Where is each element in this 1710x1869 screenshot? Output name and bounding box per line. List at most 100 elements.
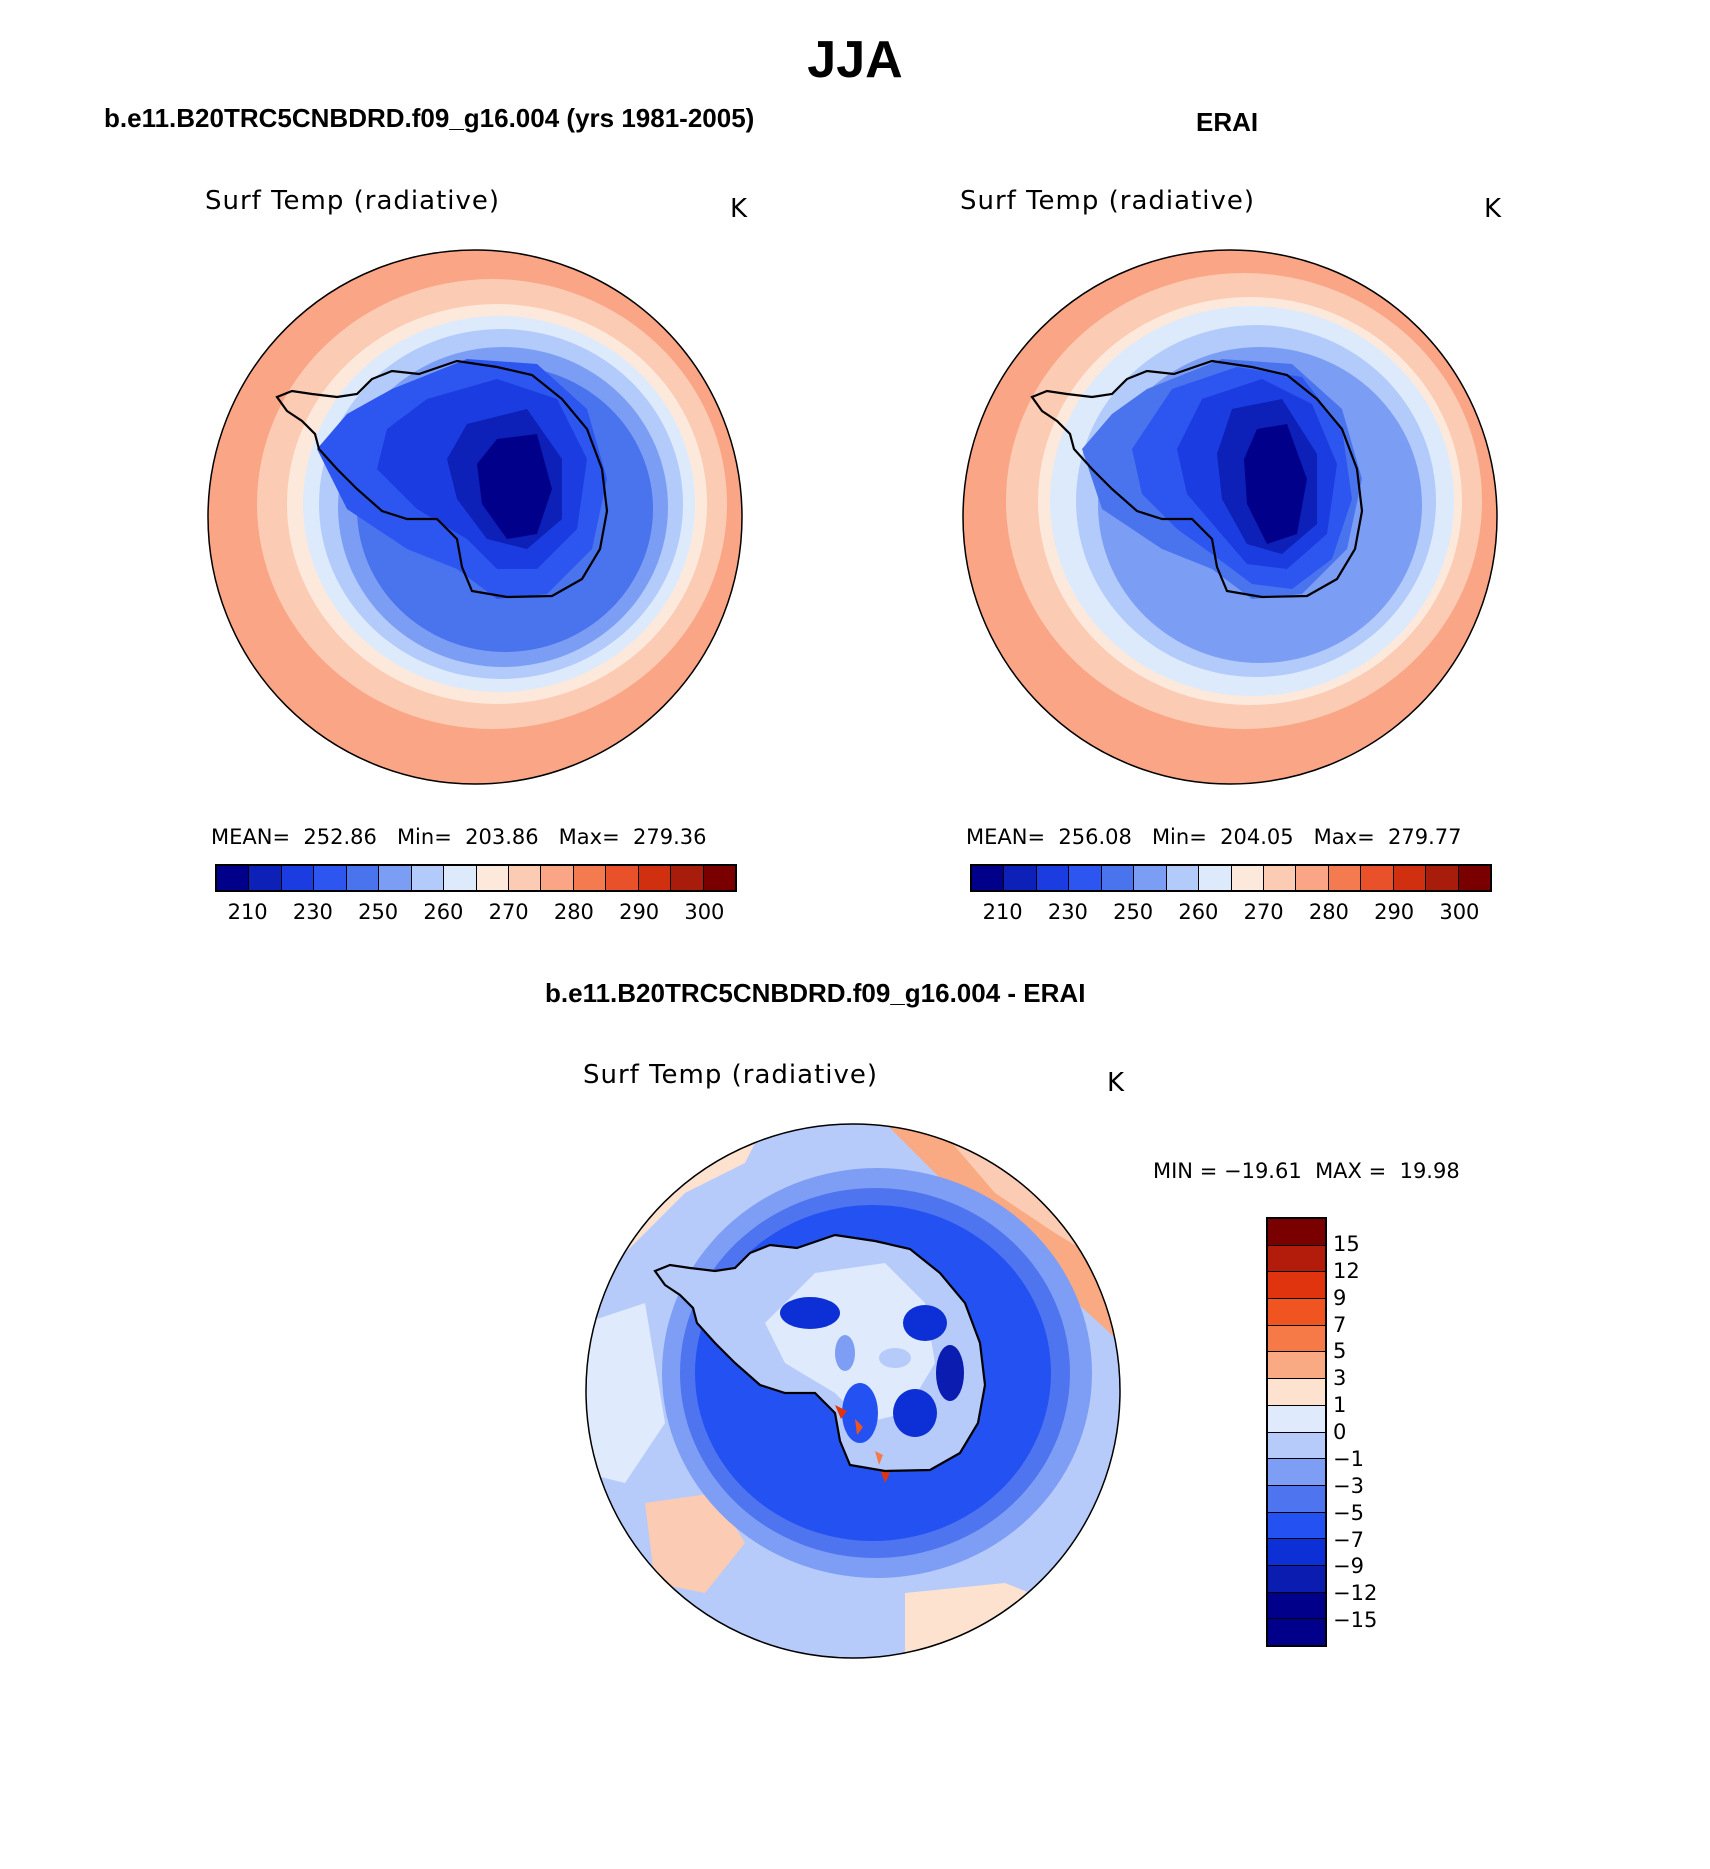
colorbar-tick-label: 270 [1243,900,1284,924]
colorbar-swatch [1268,1619,1325,1645]
panel-1-colorbar [215,864,737,892]
colorbar-swatch [541,866,574,890]
panel-3-colorbar [1266,1217,1327,1647]
colorbar-tick-label: 280 [553,900,594,924]
panel-2-mean-label: MEAN= [966,825,1046,849]
panel-1-stats: MEAN= 252.86 Min= 203.86 Max= 279.36 [211,824,707,850]
colorbar-tick-label: 0 [1333,1420,1347,1444]
colorbar-swatch [1268,1459,1325,1486]
colorbar-tick-label: 270 [488,900,529,924]
colorbar-swatch [573,866,607,890]
colorbar-swatch [1393,866,1427,890]
colorbar-swatch [1268,1405,1325,1433]
colorbar-tick-label: −5 [1333,1500,1364,1525]
colorbar-tick-label: 15 [1333,1231,1360,1256]
colorbar-swatch [1268,1592,1325,1620]
panel-2-mean-value: 256.08 [1058,825,1132,849]
panel-2-stats: MEAN= 256.08 Min= 204.05 Max= 279.77 [966,824,1462,850]
panel-1-max-value: 279.36 [633,825,707,849]
colorbar-swatch [1268,1325,1325,1353]
colorbar-tick-label: 7 [1333,1312,1347,1337]
colorbar-swatch [379,866,412,890]
panel-3-units-label: K [1107,1068,1126,1098]
colorbar-swatch [703,866,735,890]
panel-3-title: b.e11.B20TRC5CNBDRD.f09_g16.004 - ERAI [545,978,1086,1008]
colorbar-tick-label: −1 [1333,1446,1364,1471]
colorbar-tick-label: 290 [1374,900,1415,924]
colorbar-tick-label: 260 [423,900,464,924]
colorbar-swatch [1361,866,1394,890]
colorbar-swatch [1268,1539,1325,1566]
colorbar-swatch [1069,866,1102,890]
colorbar-tick-label: 280 [1308,900,1349,924]
colorbar-tick-label: −7 [1333,1527,1364,1552]
colorbar-swatch [1268,1432,1325,1460]
colorbar-swatch [217,866,250,890]
panel-3-max-label: MAX = [1315,1159,1387,1183]
panel-2-min-value: 204.05 [1220,825,1294,849]
land-cold-fill [477,434,552,539]
panel-2-max-value: 279.77 [1388,825,1462,849]
colorbar-tick-label: 3 [1333,1366,1347,1391]
panel-3-max-value: 19.98 [1399,1159,1460,1183]
antarctica-coastline [275,359,609,599]
colorbar-tick-label: 260 [1178,900,1219,924]
panel-3-colorbar-labels: 15 12 9 7 5 3 1 0 −1 −3 −5 −7 −9 −12 −15 [1333,1217,1413,1647]
panel-1-colorbar-labels: 210 230 250 260 270 280 290 300 [215,900,737,926]
colorbar-tick-label: 1 [1333,1393,1347,1418]
colorbar-swatch [1231,866,1264,890]
colorbar-swatch [638,866,672,890]
colorbar-tick-label: 5 [1333,1339,1347,1364]
panel-1-mean-label: MEAN= [211,825,291,849]
colorbar-swatch [1268,1379,1325,1406]
panel-1-units-label: K [730,194,749,224]
colorbar-swatch [1268,1512,1325,1540]
colorbar-swatch [1036,866,1070,890]
colorbar-tick-label: 300 [684,900,725,924]
colorbar-swatch [1268,1272,1325,1300]
antarctica-coastline [1030,359,1364,599]
colorbar-swatch [1101,866,1135,890]
panel-1-polar-map [207,249,743,785]
colorbar-swatch [1426,866,1459,890]
colorbar-swatch [281,866,315,890]
land-cold-fill [1244,424,1307,544]
colorbar-tick-label: −12 [1333,1581,1378,1606]
panel-1-title: b.e11.B20TRC5CNBDRD.f09_g16.004 (yrs 198… [104,103,755,133]
colorbar-tick-label: 300 [1439,900,1480,924]
colorbar-swatch [444,866,477,890]
colorbar-swatch [249,866,282,890]
colorbar-tick-label: 230 [292,900,333,924]
colorbar-swatch [1268,1352,1325,1380]
colorbar-tick-label: 210 [227,900,268,924]
colorbar-swatch [1268,1299,1325,1326]
colorbar-tick-label: −15 [1333,1608,1378,1633]
panel-1-mean-value: 252.86 [303,825,377,849]
figure-title: JJA [807,31,903,89]
panel-1-variable-label: Surf Temp (radiative) [205,186,501,216]
panel-3-min-label: MIN = [1153,1159,1218,1183]
colorbar-swatch [1263,866,1297,890]
colorbar-swatch [1166,866,1200,890]
colorbar-swatch [411,866,445,890]
colorbar-tick-label: 230 [1047,900,1088,924]
panel-3-min-value: −19.61 [1223,1159,1302,1183]
panel-3-stats: MIN = −19.61 MAX = 19.98 [1153,1158,1460,1184]
colorbar-tick-label: 9 [1333,1285,1347,1310]
colorbar-swatch [508,866,542,890]
panel-2-colorbar [970,864,1492,892]
colorbar-tick-label: 12 [1333,1258,1360,1283]
panel-1-min-value: 203.86 [465,825,539,849]
colorbar-swatch [972,866,1005,890]
panel-3-variable-label: Surf Temp (radiative) [583,1060,879,1090]
colorbar-swatch [1458,866,1490,890]
colorbar-swatch [606,866,639,890]
panel-2-variable-label: Surf Temp (radiative) [960,186,1256,216]
colorbar-swatch [476,866,509,890]
colorbar-swatch [671,866,704,890]
colorbar-swatch [314,866,347,890]
colorbar-swatch [1004,866,1037,890]
antarctica-coastline [653,1233,987,1473]
colorbar-swatch [1268,1485,1325,1513]
colorbar-tick-label: 290 [619,900,660,924]
